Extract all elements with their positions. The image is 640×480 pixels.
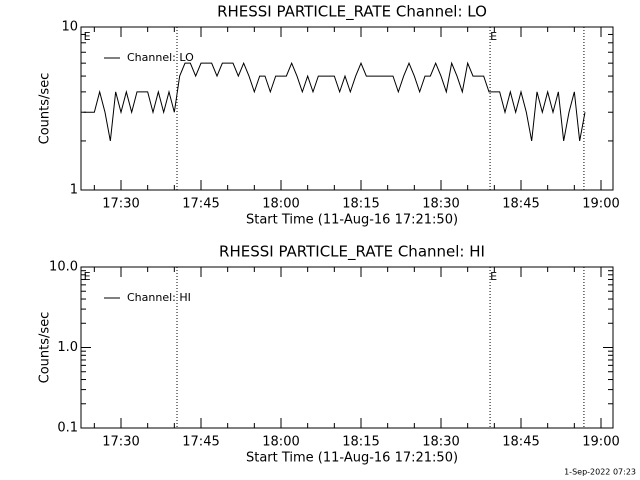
x-tick-label: 17:30: [102, 197, 139, 212]
chart-title: RHESSI PARTICLE_RATE Channel: HI: [219, 243, 485, 262]
x-tick-label: 19:00: [582, 435, 619, 450]
x-tick-label: 18:15: [342, 197, 379, 212]
plot-frame: [80, 26, 614, 191]
y-axis-label: Counts/sec: [38, 73, 53, 145]
x-tick-label: 18:00: [262, 197, 299, 212]
chart-title: RHESSI PARTICLE_RATE Channel: LO: [217, 3, 487, 22]
x-tick-label: 18:45: [502, 197, 539, 212]
x-axis-label: Start Time (11-Aug-16 17:21:50): [246, 213, 458, 228]
x-tick-label: 18:15: [342, 435, 379, 450]
flag-label: E: [490, 270, 497, 283]
x-tick-label: 18:45: [502, 435, 539, 450]
y-tick-label: 1.0: [57, 340, 78, 355]
x-tick-label: 17:45: [182, 435, 219, 450]
x-tick-label: 17:45: [182, 197, 219, 212]
flag-label: E: [84, 270, 91, 283]
y-tick-label: 1: [70, 183, 78, 198]
legend-label: Channel: HI: [127, 291, 191, 304]
flag-label: E: [84, 30, 91, 43]
x-axis-label: Start Time (11-Aug-16 17:21:50): [246, 451, 458, 466]
y-tick-label: 10.0: [49, 260, 78, 275]
y-axis-label: Counts/sec: [38, 312, 53, 384]
flag-label: E: [490, 30, 497, 43]
y-tick-label: 10: [61, 20, 78, 35]
x-tick-label: 19:00: [582, 197, 619, 212]
y-tick-label: 0.1: [57, 421, 78, 436]
x-tick-label: 18:30: [422, 197, 459, 212]
x-tick-label: 18:30: [422, 435, 459, 450]
data-line: [83, 61, 586, 142]
legend-label: Channel: LO: [127, 51, 194, 64]
x-tick-label: 18:00: [262, 435, 299, 450]
footer: 1-Sep-2022 07:23: [564, 468, 636, 477]
x-tick-label: 17:30: [102, 435, 139, 450]
